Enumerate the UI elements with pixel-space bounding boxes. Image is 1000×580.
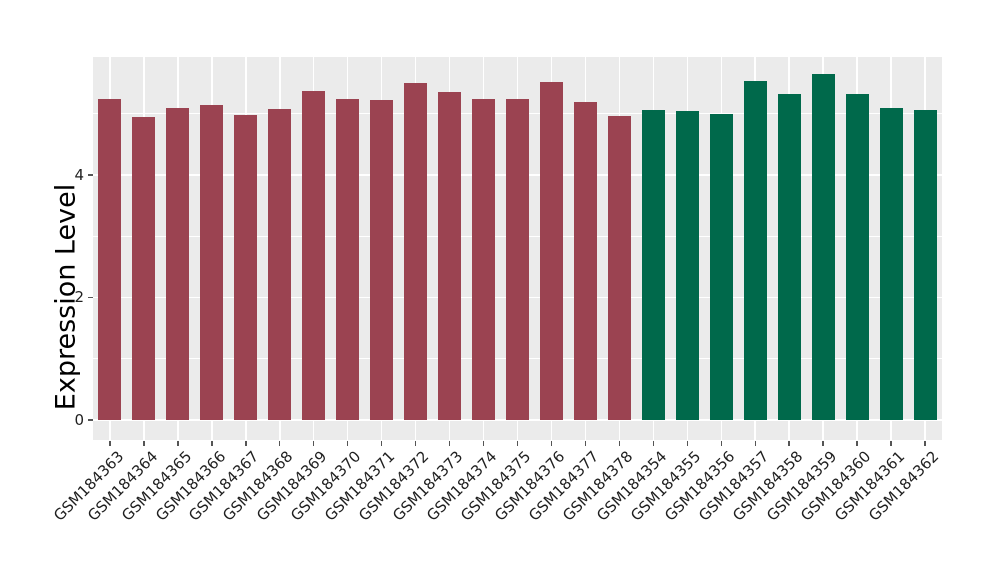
- bar-GSM184360: [845, 93, 869, 420]
- x-tick-mark: [822, 441, 824, 446]
- x-tick-mark: [890, 441, 892, 446]
- bar-GSM184363: [98, 99, 122, 420]
- bar-GSM184366: [200, 104, 224, 420]
- x-tick-mark: [856, 441, 858, 446]
- bar-GSM184368: [268, 109, 292, 420]
- x-tick-mark: [584, 441, 587, 446]
- bar-GSM184362: [913, 109, 937, 420]
- x-tick-mark: [788, 441, 790, 446]
- y-tick-label: 2: [74, 288, 84, 307]
- bar-GSM184358: [777, 93, 801, 420]
- x-tick-mark: [380, 441, 383, 446]
- x-tick-mark: [686, 441, 688, 446]
- x-tick-mark: [652, 441, 655, 446]
- bar-GSM184370: [336, 99, 360, 420]
- x-tick-mark: [924, 441, 926, 446]
- bar-GSM184378: [607, 115, 631, 420]
- x-tick-mark: [720, 441, 722, 446]
- x-tick-mark: [414, 441, 417, 446]
- y-tick-mark: [88, 296, 93, 299]
- y-tick-label: 4: [74, 166, 84, 185]
- x-tick-mark: [279, 441, 281, 446]
- x-tick-mark: [109, 441, 111, 446]
- bar-GSM184376: [539, 82, 563, 420]
- x-tick-mark: [516, 441, 519, 446]
- x-tick-mark: [448, 441, 451, 446]
- bar-GSM184364: [132, 116, 156, 420]
- bar-GSM184374: [472, 98, 496, 420]
- plot-panel: [93, 57, 942, 440]
- x-tick-mark: [754, 441, 756, 446]
- bar-GSM184373: [438, 92, 462, 420]
- bar-GSM184371: [370, 100, 394, 420]
- y-tick-mark: [88, 419, 93, 421]
- bar-GSM184372: [404, 83, 428, 420]
- x-tick-mark: [347, 441, 349, 446]
- bar-GSM184359: [811, 73, 835, 420]
- bar-GSM184365: [166, 108, 190, 420]
- bar-GSM184375: [506, 98, 529, 420]
- bar-GSM184367: [234, 115, 258, 420]
- x-tick-mark: [211, 441, 213, 446]
- x-tick-mark: [313, 441, 315, 446]
- bar-GSM184369: [302, 90, 326, 420]
- x-tick-mark: [482, 441, 485, 446]
- y-tick-label: 0: [74, 410, 84, 429]
- bar-GSM184361: [879, 108, 903, 420]
- bar-GSM184377: [573, 102, 597, 420]
- x-tick-mark: [245, 441, 247, 446]
- bar-GSM184354: [641, 110, 665, 420]
- bar-GSM184357: [743, 80, 767, 420]
- x-tick-mark: [143, 441, 145, 446]
- bar-GSM184356: [709, 113, 733, 420]
- x-tick-mark: [618, 441, 621, 446]
- y-tick-mark: [88, 174, 93, 176]
- x-tick-mark: [177, 441, 179, 446]
- bar-GSM184355: [675, 111, 699, 420]
- x-tick-mark: [550, 441, 553, 446]
